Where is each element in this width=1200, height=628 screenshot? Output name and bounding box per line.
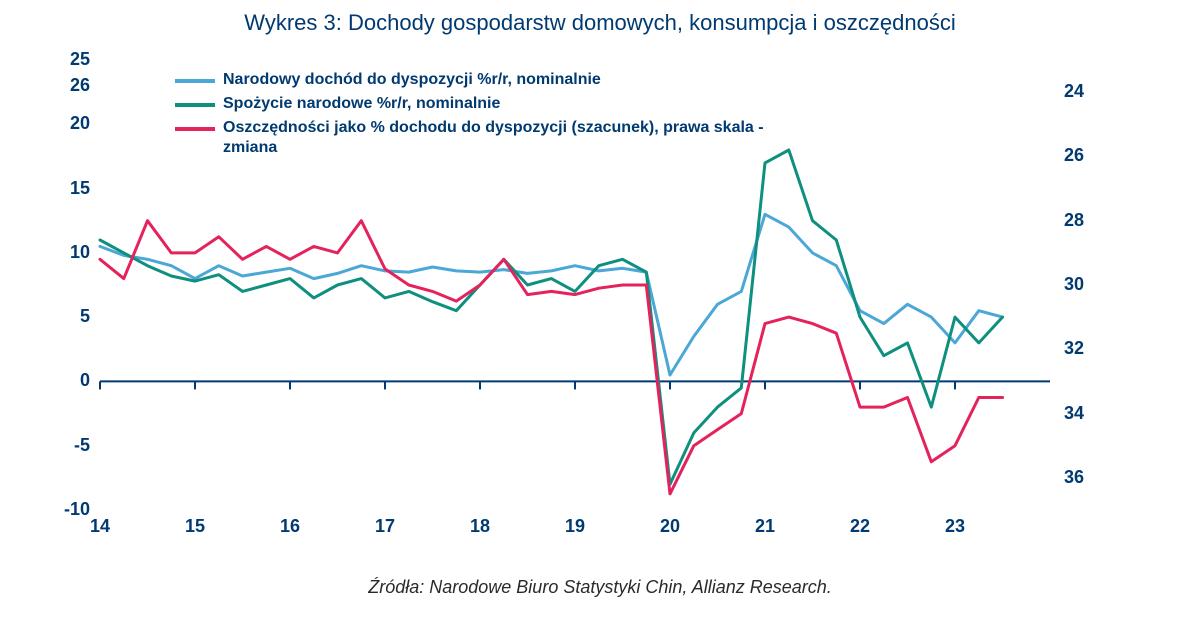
y-right-tick-label: 34 — [1064, 403, 1110, 424]
y-right-tick-label: 28 — [1064, 210, 1110, 231]
y-left-tick-label: -10 — [44, 499, 90, 520]
y-right-tick-label: 26 — [1064, 145, 1110, 166]
legend-swatch-icon — [175, 74, 215, 88]
y-left-tick-label: 26 — [44, 75, 90, 96]
y-left-tick-label: 0 — [44, 370, 90, 391]
legend-label: Spożycie narodowe %r/r, nominalnie — [223, 94, 500, 114]
y-right-tick-label: 32 — [1064, 338, 1110, 359]
x-tick-label: 21 — [755, 516, 775, 537]
x-tick-label: 16 — [280, 516, 300, 537]
x-tick-label: 14 — [90, 516, 110, 537]
legend-item: Narodowy dochód do dyspozycji %r/r, nomi… — [175, 70, 815, 90]
y-right-tick-label: 30 — [1064, 274, 1110, 295]
y-left-tick-label: 10 — [44, 242, 90, 263]
x-tick-label: 19 — [565, 516, 585, 537]
y-right-tick-label: 24 — [1064, 81, 1110, 102]
chart-title: Wykres 3: Dochody gospodarstw domowych, … — [0, 10, 1200, 36]
x-tick-label: 17 — [375, 516, 395, 537]
y-left-tick-label: -5 — [44, 435, 90, 456]
legend-swatch-icon — [175, 122, 215, 136]
legend-label: Oszczędności jako % dochodu do dyspozycj… — [223, 118, 815, 158]
series-savings — [100, 221, 1003, 494]
y-left-tick-label: 20 — [44, 113, 90, 134]
legend-label: Narodowy dochód do dyspozycji %r/r, nomi… — [223, 70, 601, 90]
x-tick-label: 20 — [660, 516, 680, 537]
x-tick-label: 22 — [850, 516, 870, 537]
y-left-tick-label: 5 — [44, 306, 90, 327]
legend-item: Spożycie narodowe %r/r, nominalnie — [175, 94, 815, 114]
chart-source: Źródła: Narodowe Biuro Statystyki Chin, … — [0, 577, 1200, 598]
legend-item: Oszczędności jako % dochodu do dyspozycj… — [175, 118, 815, 158]
x-tick-label: 23 — [945, 516, 965, 537]
y-right-tick-label: 36 — [1064, 467, 1110, 488]
y-left-tick-label: 15 — [44, 178, 90, 199]
y-left-tick-label: 25 — [44, 49, 90, 70]
series-consumption — [100, 150, 1003, 484]
legend-swatch-icon — [175, 98, 215, 112]
x-tick-label: 18 — [470, 516, 490, 537]
chart-legend: Narodowy dochód do dyspozycji %r/r, nomi… — [175, 70, 815, 162]
x-tick-label: 15 — [185, 516, 205, 537]
series-income — [100, 214, 1003, 375]
